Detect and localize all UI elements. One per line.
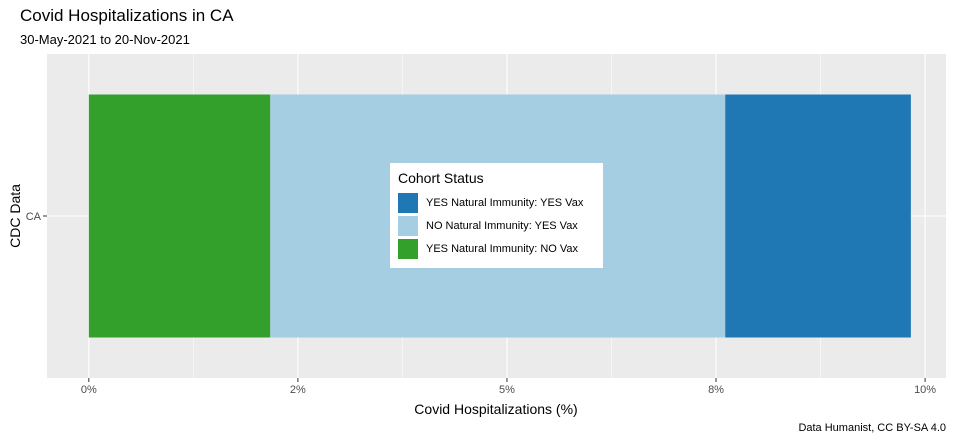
x-axis-label: Covid Hospitalizations (%) — [414, 401, 577, 417]
y-tick-label: CA — [26, 211, 42, 223]
legend-item: YES Natural Immunity: YES Vax — [398, 192, 595, 214]
chart-caption: Data Humanist, CC BY-SA 4.0 — [798, 422, 946, 434]
bar-segment — [725, 94, 911, 338]
legend-label: YES Natural Immunity: YES Vax — [426, 197, 584, 209]
legend-label: YES Natural Immunity: NO Vax — [426, 243, 579, 255]
y-axis-label: CDC Data — [7, 184, 23, 248]
legend-item: YES Natural Immunity: NO Vax — [398, 238, 595, 260]
legend-item: NO Natural Immunity: YES Vax — [398, 215, 595, 237]
legend: Cohort Status YES Natural Immunity: YES … — [390, 163, 603, 268]
x-tick-label: 0% — [81, 384, 97, 396]
chart-title: Covid Hospitalizations in CA — [20, 6, 234, 25]
legend-swatch — [398, 193, 418, 213]
chart-subtitle: 30-May-2021 to 20-Nov-2021 — [20, 32, 190, 47]
x-tick-label: 2% — [290, 384, 306, 396]
legend-swatch — [398, 239, 418, 259]
x-tick-label: 10% — [914, 384, 936, 396]
legend-title: Cohort Status — [398, 170, 484, 186]
x-tick-label: 5% — [499, 384, 515, 396]
legend-label: NO Natural Immunity: YES Vax — [426, 220, 578, 232]
x-tick-label: 8% — [708, 384, 724, 396]
legend-swatch — [398, 216, 418, 236]
bar-segment — [88, 94, 271, 338]
